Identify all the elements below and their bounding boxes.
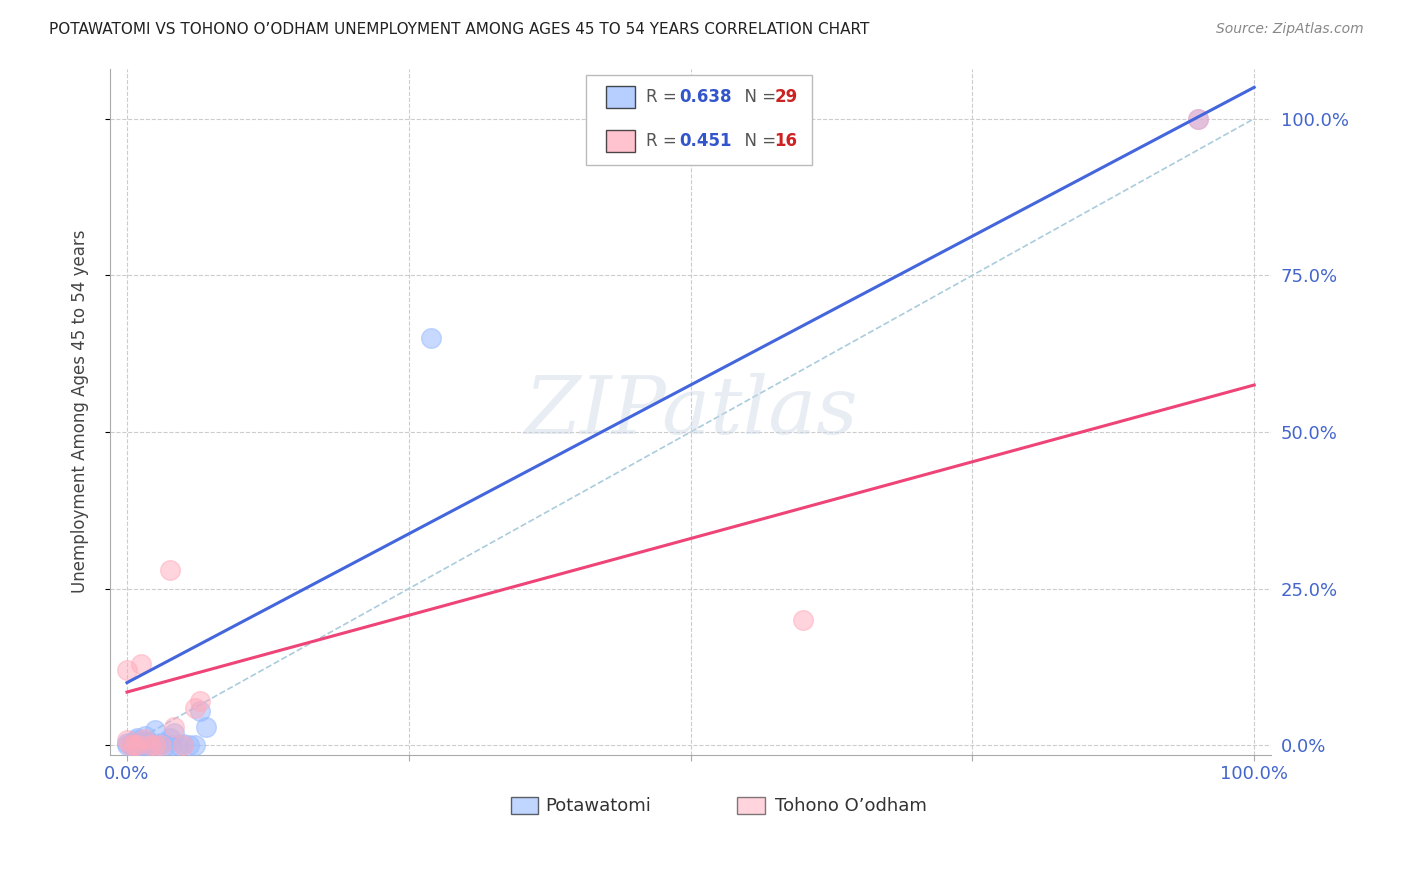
FancyBboxPatch shape [606,87,636,108]
Text: R =: R = [647,88,682,106]
Point [127,739,149,753]
Point [148,739,170,753]
Point [163,719,186,733]
Point [792,613,814,627]
Point [163,726,186,740]
Point [127,739,149,753]
Point [1187,112,1209,126]
Point [166,739,188,753]
Point [420,331,443,345]
Point [177,739,200,753]
Text: N =: N = [734,132,780,150]
FancyBboxPatch shape [606,129,636,152]
Point [194,719,217,733]
Point [134,729,156,743]
Point [159,563,181,577]
Point [141,739,163,753]
Point [143,723,166,737]
Point [132,732,155,747]
Point [121,739,143,753]
Point [138,739,160,753]
Point [115,733,138,747]
Point [160,739,183,753]
Point [149,736,172,750]
Text: 16: 16 [775,132,797,150]
FancyBboxPatch shape [510,797,538,814]
Text: R =: R = [647,132,682,150]
Text: 29: 29 [775,88,797,106]
Text: Source: ZipAtlas.com: Source: ZipAtlas.com [1216,22,1364,37]
FancyBboxPatch shape [586,76,813,165]
Text: POTAWATOMI VS TOHONO O’ODHAM UNEMPLOYMENT AMONG AGES 45 TO 54 YEARS CORRELATION : POTAWATOMI VS TOHONO O’ODHAM UNEMPLOYMEN… [49,22,869,37]
Point [159,731,181,745]
Text: 0.451: 0.451 [679,132,731,150]
Point [188,694,211,708]
Point [122,739,145,753]
Point [115,736,138,750]
Text: Potawatomi: Potawatomi [546,797,651,814]
Text: 0.638: 0.638 [679,88,731,106]
FancyBboxPatch shape [737,797,765,814]
Point [183,700,205,714]
Point [172,739,194,753]
Point [127,731,149,745]
Point [1187,112,1209,126]
Point [131,739,153,753]
Point [155,739,177,753]
Point [132,734,155,748]
Point [136,739,159,753]
Point [115,663,138,677]
Y-axis label: Unemployment Among Ages 45 to 54 years: Unemployment Among Ages 45 to 54 years [72,230,89,593]
Text: ZIPatlas: ZIPatlas [524,373,858,450]
Point [172,737,194,751]
Point [127,736,149,750]
Point [143,739,166,753]
Point [121,735,143,749]
Point [188,704,211,718]
Point [120,739,142,753]
Text: N =: N = [734,88,780,106]
Point [129,657,152,671]
Point [124,739,146,753]
Point [138,736,160,750]
Text: Tohono O’odham: Tohono O’odham [775,797,927,814]
Point [183,739,205,753]
Point [115,739,138,753]
Point [125,733,148,747]
Point [149,739,172,753]
Point [129,739,152,753]
